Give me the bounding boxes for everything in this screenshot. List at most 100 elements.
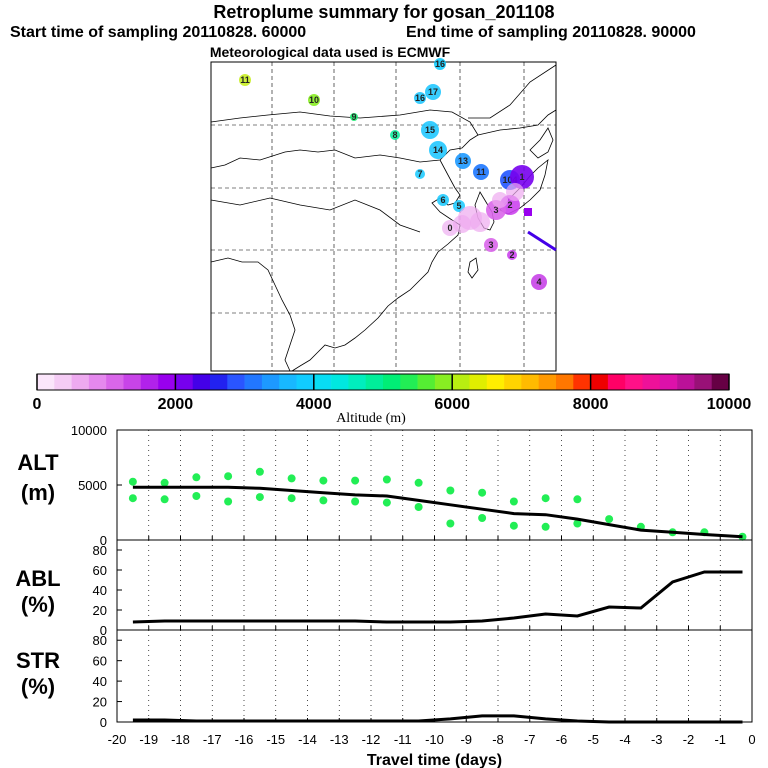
map-point-marker [421, 121, 439, 139]
map-point-label: 104 [502, 175, 517, 185]
y-tick-label: 0 [100, 533, 107, 548]
colorbar-cell [331, 374, 349, 390]
map-point-label: 2 [509, 250, 514, 260]
altitude-point [287, 494, 296, 503]
colorbar-cell [365, 374, 384, 390]
colorbar-cell [88, 374, 107, 390]
map-point-marker [415, 169, 425, 179]
colorbar-tick-label: 0 [33, 396, 42, 413]
altitude-point [382, 475, 391, 484]
map-point-label: 1 [519, 172, 524, 182]
map-point: 3 [484, 238, 498, 252]
altitude-point [160, 478, 169, 487]
altitude-point [541, 494, 550, 503]
altitude-point [573, 495, 582, 504]
y-tick-label: 60 [93, 563, 107, 578]
altitude-point [573, 519, 582, 528]
map-point-label: 13 [458, 156, 468, 166]
colorbar-cells [37, 374, 730, 390]
panel-unit: (%) [21, 592, 55, 617]
map-point-label: 3 [488, 240, 493, 250]
colorbar-cell [123, 374, 142, 390]
map-point: 11 [473, 164, 489, 180]
colorbar-tick-label: 6000 [434, 396, 470, 413]
altitude-point [478, 488, 487, 497]
map-point-marker [429, 141, 447, 159]
x-tick-label: -19 [139, 732, 158, 747]
colorbar-cell [54, 374, 72, 390]
map-point-label: 15 [425, 125, 435, 135]
panel-alt: 0 5000 10000 ALT (m) [17, 423, 753, 548]
colorbar-tick-label: 4000 [296, 396, 332, 413]
map-point-marker [455, 153, 471, 169]
colorbar-cell [573, 374, 591, 390]
panel-abl: 0 20 40 60 80 ABL(%) [15, 539, 753, 638]
map-point: 9 [350, 112, 358, 122]
map-point-marker [434, 58, 446, 70]
colorbar-cell [677, 374, 695, 390]
x-tick-label: -3 [651, 732, 663, 747]
map-point-label: 0 [447, 223, 452, 233]
map-point: 2 [507, 250, 517, 260]
altitude-point [224, 472, 233, 481]
colorbar-cell [556, 374, 574, 390]
colorbar-cell [642, 374, 661, 390]
altitude-point [509, 497, 518, 506]
altitude-point [541, 522, 550, 531]
x-tick-label: -4 [619, 732, 631, 747]
map-point-label: 16 [435, 59, 445, 69]
colorbar-tick-label: 8000 [573, 396, 609, 413]
y-tick-label: 20 [93, 695, 107, 710]
map-point-label: 10 [309, 95, 319, 105]
x-tick-label: -9 [460, 732, 472, 747]
altitude-point [382, 498, 391, 507]
altitude-point [192, 473, 201, 482]
colorbar-cell [210, 374, 228, 390]
series-line [132, 485, 743, 539]
map-point-marker [308, 94, 320, 106]
colorbar-label: Altitude (m) [336, 411, 406, 426]
map-point: 13 [455, 153, 471, 169]
y-tick-label: 10000 [71, 423, 107, 438]
map-point-label: 4 [536, 277, 541, 287]
colorbar-cell [417, 374, 436, 390]
x-tick-label: -16 [235, 732, 254, 747]
colorbar-cell [383, 374, 401, 390]
map-point-label: 2 [507, 200, 512, 210]
x-tick-label: -10 [425, 732, 444, 747]
altitude-point [319, 476, 328, 485]
y-tick-label: 40 [93, 674, 107, 689]
y-tick-label: 80 [93, 543, 107, 558]
map-point-marker [239, 74, 251, 86]
panel-name: ALT [17, 450, 59, 475]
altitude-point [446, 486, 455, 495]
panel-unit: (m) [21, 480, 55, 505]
colorbar-cell [244, 374, 263, 390]
map-point: 14 [429, 141, 447, 159]
map-point-label: 11 [240, 75, 250, 85]
x-tick-label: -15 [266, 732, 285, 747]
map-point: 8 [390, 130, 400, 140]
map-cluster-blob [492, 192, 508, 208]
colorbar-cell [538, 374, 557, 390]
colorbar-tick-label: 10000 [707, 396, 752, 413]
colorbar-cell [400, 374, 418, 390]
map-point: 17 [425, 84, 441, 100]
colorbar-cell [625, 374, 643, 390]
x-tick-label: -18 [171, 732, 190, 747]
map-point: 15 [421, 121, 439, 139]
y-tick-label: 80 [93, 633, 107, 648]
time-series-panels: 0500010000ALT(m)020406080ABL(%)020406080… [15, 423, 755, 768]
colorbar-cell [158, 374, 176, 390]
map-cluster-blob [506, 183, 524, 201]
colorbar-cell [659, 374, 678, 390]
altitude-point [224, 497, 233, 506]
map-point-label: 11 [476, 167, 486, 177]
colorbar-cell [175, 374, 193, 390]
x-tick-label: -14 [298, 732, 317, 747]
colorbar-cell [711, 374, 730, 390]
series-line [132, 714, 743, 724]
map-point: 10 [308, 94, 320, 106]
